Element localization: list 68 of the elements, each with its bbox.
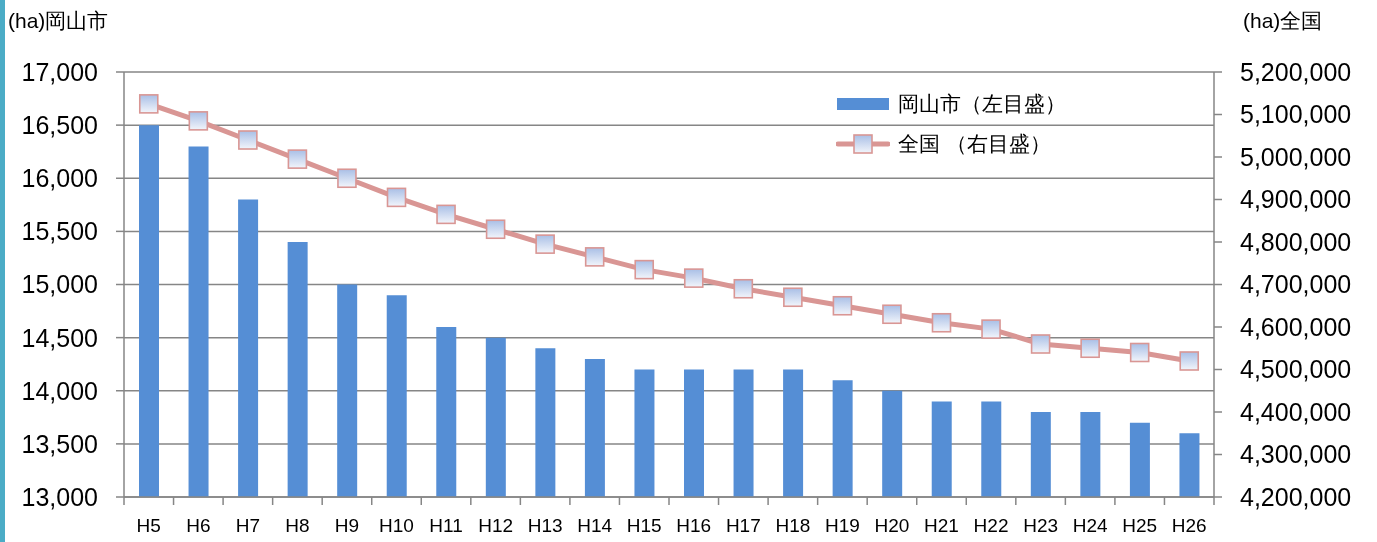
y-tick-label: 15,500 <box>21 217 98 246</box>
x-tick-label: H23 <box>1023 515 1059 536</box>
x-tick-label: H6 <box>186 515 211 536</box>
point <box>386 187 407 208</box>
y-tick-label: 15,000 <box>21 270 98 299</box>
point <box>683 268 704 288</box>
x-tick-label: H17 <box>725 515 761 536</box>
point <box>1030 334 1051 354</box>
x-tick-label: H15 <box>626 515 662 536</box>
point <box>1129 342 1150 363</box>
point <box>436 204 456 225</box>
y-tick-label: 17,000 <box>21 57 98 86</box>
y2-tick-label: 5,100,000 <box>1240 100 1352 129</box>
x-tick-label: H22 <box>973 515 1009 536</box>
y-tick-label: 13,500 <box>21 429 98 458</box>
point <box>832 295 853 316</box>
point <box>485 219 506 240</box>
x-tick-label: H18 <box>775 515 811 536</box>
legend-label: 岡山市（左目盛） <box>898 91 1066 117</box>
point <box>287 149 308 169</box>
y2-tick-label: 4,800,000 <box>1240 227 1352 256</box>
point <box>584 247 605 267</box>
point <box>1179 351 1200 371</box>
x-tick-label: H16 <box>676 515 712 536</box>
x-tick-label: H13 <box>527 515 563 536</box>
y-tick-label: 16,000 <box>21 164 98 193</box>
y-tick-label: 14,500 <box>21 323 98 352</box>
x-tick-label: H9 <box>334 515 360 536</box>
y-axis-title: (ha)岡山市 <box>8 8 109 34</box>
x-tick-label: H8 <box>285 515 310 536</box>
y-tick-label: 13,000 <box>21 482 98 511</box>
y-tick-label: 14,000 <box>21 376 98 405</box>
point <box>1080 338 1100 359</box>
x-tick-label: H14 <box>577 515 613 536</box>
point <box>337 168 357 189</box>
y2-tick-label: 4,700,000 <box>1240 270 1352 299</box>
x-tick-label: H11 <box>429 515 463 536</box>
y2-tick-label: 5,000,000 <box>1240 142 1352 171</box>
point <box>783 287 803 308</box>
x-tick-label: H19 <box>824 515 860 536</box>
x-tick-label: H12 <box>478 515 514 536</box>
x-tick-label: H25 <box>1122 515 1158 536</box>
y2-tick-label: 4,600,000 <box>1240 312 1352 341</box>
point <box>634 259 655 280</box>
y2-axis-title: (ha)全国 <box>1243 8 1323 34</box>
x-tick-label: H10 <box>379 515 414 536</box>
y2-tick-label: 5,200,000 <box>1240 57 1352 86</box>
y2-tick-label: 4,300,000 <box>1240 440 1352 469</box>
point <box>238 130 258 150</box>
x-tick-label: H21 <box>924 515 959 536</box>
x-tick-label: H26 <box>1171 515 1207 536</box>
y2-tick-label: 4,500,000 <box>1240 355 1352 384</box>
y2-tick-label: 4,900,000 <box>1240 185 1352 214</box>
point <box>138 94 159 114</box>
x-tick-label: H5 <box>136 515 161 536</box>
x-tick-label: H24 <box>1072 515 1108 536</box>
point <box>733 278 754 299</box>
y2-tick-label: 4,200,000 <box>1240 482 1352 511</box>
point <box>535 234 555 254</box>
y-tick-label: 16,500 <box>21 111 98 139</box>
point <box>882 304 902 325</box>
x-tick-label: H7 <box>235 515 261 536</box>
x-tick-label: H20 <box>874 515 910 536</box>
point <box>931 312 952 333</box>
y2-tick-label: 4,400,000 <box>1240 397 1352 426</box>
legend-label: 全国 （右目盛） <box>898 131 1051 157</box>
point <box>188 111 209 131</box>
point <box>981 319 1001 339</box>
